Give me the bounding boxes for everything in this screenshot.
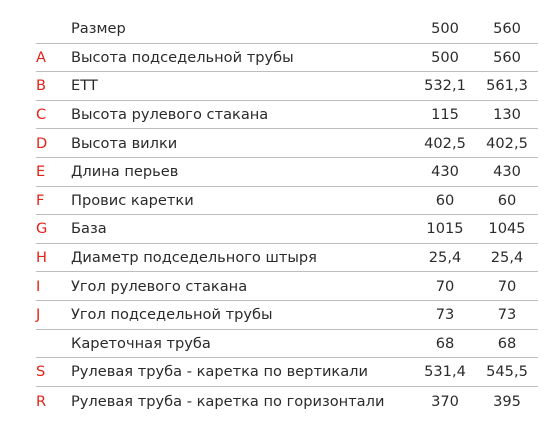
parameter-label: ETT	[71, 77, 98, 95]
row-letter: G	[36, 220, 48, 238]
parameter-label: Угол рулевого стакана	[71, 277, 248, 295]
row-letter: H	[36, 249, 47, 267]
value-size-500: 68	[435, 334, 455, 352]
size-500-header: 500	[431, 20, 459, 38]
row-letter: C	[36, 106, 47, 124]
value-size-560: 545,5	[486, 363, 528, 381]
value-size-500: 370	[431, 392, 459, 410]
value-size-500: 60	[435, 191, 455, 209]
table-row: A Высота подседельной трубы 500 560	[36, 44, 538, 73]
parameter-label: Рулевая труба - каретка по горизонтали	[71, 392, 385, 410]
table-row: C Высота рулевого стакана 115 130	[36, 101, 538, 130]
table-row: I Угол рулевого стакана 70 70	[36, 272, 538, 301]
value-size-500: 532,1	[424, 77, 466, 95]
table-header-row: Размер 500 560	[36, 15, 538, 44]
value-size-500: 1015	[426, 220, 464, 238]
value-size-560: 25,4	[490, 249, 524, 267]
table-row: B ETT 532,1 561,3	[36, 72, 538, 101]
table-row: H Диаметр подседельного штыря 25,4 25,4	[36, 244, 538, 273]
parameter-label: Рулевая труба - каретка по вертикали	[71, 363, 368, 381]
row-letter: B	[36, 77, 47, 95]
value-size-500: 531,4	[424, 363, 466, 381]
row-letter: A	[36, 48, 46, 66]
parameter-label: Высота рулевого стакана	[71, 106, 269, 124]
value-size-500: 70	[435, 277, 455, 295]
table-row: S Рулевая труба - каретка по вертикали 5…	[36, 358, 538, 387]
value-size-560: 1045	[488, 220, 526, 238]
value-size-500: 500	[431, 48, 459, 66]
value-size-560: 430	[493, 163, 521, 181]
row-letter: S	[36, 363, 46, 381]
value-size-560: 73	[497, 306, 517, 324]
parameter-label: Высота вилки	[71, 134, 178, 152]
value-size-500: 430	[431, 163, 459, 181]
table-row: E Длина перьев 430 430	[36, 158, 538, 187]
value-size-560: 130	[493, 106, 521, 124]
table-row: D Высота вилки 402,5 402,5	[36, 129, 538, 158]
table-row: R Рулевая труба - каретка по горизонтали…	[36, 387, 538, 416]
value-size-560: 561,3	[486, 77, 528, 95]
row-letter: R	[36, 392, 47, 410]
parameter-label: Диаметр подседельного штыря	[71, 249, 317, 267]
value-size-560: 60	[497, 191, 517, 209]
row-letter: I	[36, 277, 41, 295]
row-letter: E	[36, 163, 46, 181]
row-letter: F	[36, 191, 45, 209]
value-size-560: 560	[493, 48, 521, 66]
table-row: F Провис каретки 60 60	[36, 187, 538, 216]
size-header-label: Размер	[71, 20, 126, 38]
value-size-500: 25,4	[428, 249, 462, 267]
parameter-label: Длина перьев	[71, 163, 179, 181]
value-size-560: 395	[493, 392, 521, 410]
parameter-label: Провис каретки	[71, 191, 194, 209]
size-560-header: 560	[493, 20, 521, 38]
parameter-label: Высота подседельной трубы	[71, 48, 294, 66]
parameter-label: Кареточная труба	[71, 334, 211, 352]
row-letter: J	[36, 306, 41, 324]
table-row: G База 1015 1045	[36, 215, 538, 244]
value-size-500: 73	[435, 306, 455, 324]
parameter-label: Угол подседельной трубы	[71, 306, 273, 324]
value-size-560: 68	[497, 334, 517, 352]
geometry-table: Размер 500 560 A Высота подседельной тру…	[36, 15, 538, 415]
value-size-500: 115	[431, 106, 459, 124]
table-row: Кареточная труба 68 68	[36, 330, 538, 359]
value-size-500: 402,5	[424, 134, 466, 152]
table-row: J Угол подседельной трубы 73 73	[36, 301, 538, 330]
value-size-560: 70	[497, 277, 517, 295]
value-size-560: 402,5	[486, 134, 528, 152]
row-letter: D	[36, 134, 48, 152]
parameter-label: База	[71, 220, 107, 238]
